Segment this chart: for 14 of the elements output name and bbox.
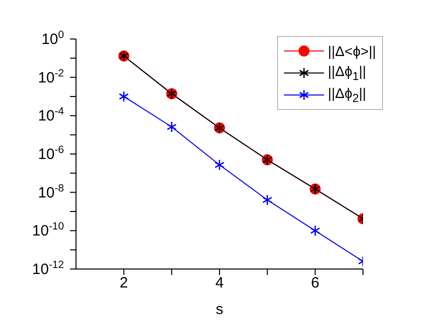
- y-tick-label: 10$^{-12}$: [32, 259, 64, 278]
- x-tick-label: 4: [215, 274, 224, 292]
- y-tick-label: 10$^{-6}$: [38, 144, 64, 163]
- y-tick-label: 10$^{-10}$: [32, 220, 64, 240]
- x-tick-label: 6: [310, 274, 320, 292]
- x-tick-label: 2: [120, 274, 128, 292]
- legend-label: ||Δϕ$_{2}$||: [328, 85, 366, 105]
- legend-label: ||Δϕ$_{1}$||: [328, 63, 366, 83]
- y-tick-label: 10$^{-4}$: [38, 106, 64, 125]
- legend-label: ||Δ<ϕ>||: [328, 43, 376, 59]
- x-axis-title: s: [216, 301, 224, 318]
- y-tick-label: 10$^{-2}$: [38, 67, 64, 86]
- y-tick-label: 10$^{-8}$: [38, 182, 64, 202]
- y-tick-label: 10$^{0}$: [41, 29, 64, 48]
